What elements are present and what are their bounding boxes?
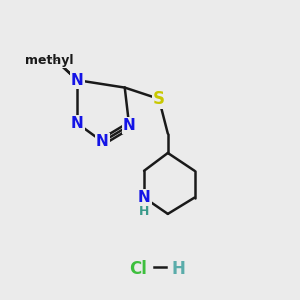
- Text: methyl: methyl: [25, 54, 73, 67]
- Text: N: N: [71, 73, 84, 88]
- Text: N: N: [138, 190, 150, 205]
- Text: S: S: [153, 90, 165, 108]
- Text: methyl: methyl: [49, 59, 54, 60]
- Text: N: N: [71, 116, 84, 131]
- Text: methyl: methyl: [56, 60, 61, 61]
- Text: methyl: methyl: [56, 60, 61, 61]
- Text: Cl: Cl: [129, 260, 147, 278]
- Text: H: H: [171, 260, 185, 278]
- Text: methyl: methyl: [53, 63, 58, 64]
- Text: H: H: [139, 205, 149, 218]
- Text: N: N: [96, 134, 109, 149]
- Text: N: N: [123, 118, 136, 133]
